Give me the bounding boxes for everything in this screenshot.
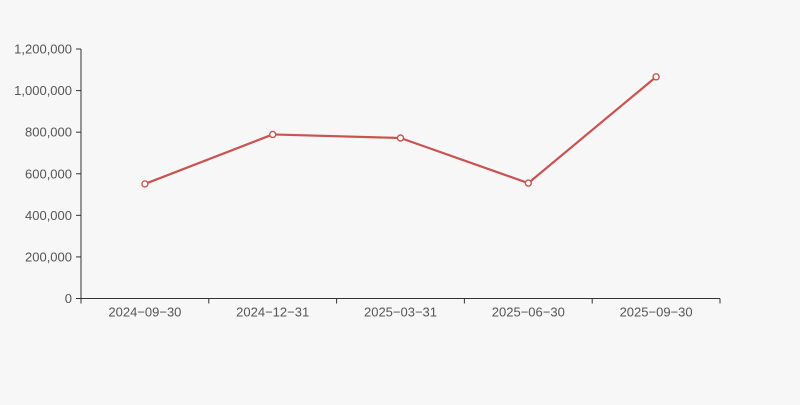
x-axis-tick-label: 2024−12−31 — [236, 305, 309, 320]
x-axis-tick-label: 2025−06−30 — [492, 305, 565, 320]
y-axis-tick-label: 0 — [65, 291, 72, 306]
data-point-marker[interactable] — [141, 180, 149, 188]
data-point-marker[interactable] — [396, 134, 405, 142]
y-axis-tick-label: 1,200,000 — [14, 42, 72, 57]
y-axis-tick-label: 600,000 — [25, 166, 72, 181]
data-point-marker[interactable] — [524, 179, 532, 187]
y-axis-tick-label: 1,000,000 — [14, 83, 72, 98]
data-point-marker[interactable] — [652, 73, 660, 81]
series-line — [143, 75, 658, 186]
x-axis-tick-label: 2025−09−30 — [620, 305, 693, 320]
y-axis-tick-label: 800,000 — [25, 125, 72, 140]
y-axis-tick-label: 200,000 — [25, 249, 72, 264]
data-point-marker[interactable] — [269, 130, 277, 139]
y-axis-tick-label: 400,000 — [25, 208, 72, 223]
x-axis-tick-label: 2024−09−30 — [108, 305, 181, 320]
axis-line — [80, 49, 720, 299]
x-axis-tick-label: 2025−03−31 — [364, 305, 437, 320]
